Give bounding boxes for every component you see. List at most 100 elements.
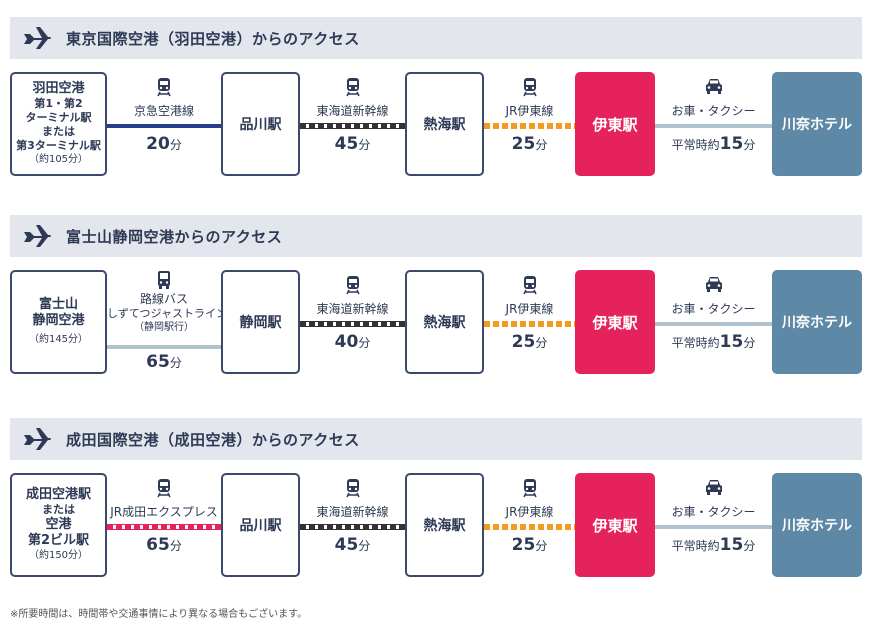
route-line bbox=[107, 345, 221, 349]
duration-value: 25 bbox=[511, 332, 536, 352]
segment-line-name: （静岡駅行） bbox=[134, 322, 194, 333]
origin-line: 富士山 bbox=[38, 297, 78, 312]
bus-icon bbox=[158, 271, 170, 289]
train-icon bbox=[522, 78, 537, 97]
car-icon bbox=[705, 79, 722, 94]
origin-line: 第2ビル駅 bbox=[27, 533, 90, 548]
duration-unit: 分 bbox=[743, 138, 756, 152]
duration-prefix: 平常時約 bbox=[671, 138, 720, 152]
train-icon bbox=[345, 276, 360, 295]
duration-value: 25 bbox=[511, 134, 536, 154]
section-header: 東京国際空港（羽田空港）からのアクセス bbox=[10, 17, 862, 59]
train-icon bbox=[522, 479, 537, 498]
segment-duration: 平常時約15分 bbox=[655, 134, 772, 154]
route-segment-shinkansen: 東海道新幹線 40分 bbox=[300, 270, 405, 374]
airplane-icon bbox=[24, 428, 51, 450]
route-segment-jr-ito: JR伊東線 25分 bbox=[484, 473, 575, 577]
route-segment-bus: 路線バス しずてつジャストライン （静岡駅行） 65分 bbox=[107, 270, 228, 374]
duration-unit: 分 bbox=[169, 539, 182, 553]
section-title: 富士山静岡空港からのアクセス bbox=[66, 228, 283, 246]
section-title: 東京国際空港（羽田空港）からのアクセス bbox=[66, 30, 360, 48]
duration-unit: 分 bbox=[743, 336, 756, 350]
route-segment-shinkansen: 東海道新幹線 45分 bbox=[300, 72, 405, 176]
duration-value: 65 bbox=[146, 352, 170, 372]
route-segment-taxi: お車・タクシー 平常時約15分 bbox=[655, 270, 772, 374]
segment-line-name: お車・タクシー bbox=[671, 104, 756, 118]
duration-unit: 分 bbox=[535, 138, 548, 152]
segment-line-name: 路線バス bbox=[139, 292, 188, 306]
ito-station-box: 伊東駅 bbox=[575, 270, 655, 374]
duration-prefix: 平常時約 bbox=[671, 336, 720, 350]
segment-line-name: JR成田エクスプレス bbox=[110, 505, 218, 519]
route-segment-keikyu: 京急空港線 20分 bbox=[107, 72, 221, 176]
segment-line-name: 東海道新幹線 bbox=[316, 104, 389, 118]
footnote: ※所要時間は、時間帯や交通事情により異なる場合もございます。 bbox=[10, 609, 308, 620]
duration-unit: 分 bbox=[169, 356, 182, 370]
route-segment-jr-ito: JR伊東線 25分 bbox=[484, 270, 575, 374]
route-line bbox=[107, 124, 221, 128]
route-line bbox=[655, 525, 772, 529]
station-box: 熱海駅 bbox=[405, 473, 484, 577]
duration-value: 65 bbox=[146, 535, 170, 555]
origin-line: または bbox=[42, 503, 75, 516]
hotel-box: 川奈ホテル bbox=[772, 270, 862, 374]
route-line bbox=[484, 123, 575, 129]
train-icon bbox=[157, 78, 171, 97]
duration-unit: 分 bbox=[358, 138, 371, 152]
route-line bbox=[300, 321, 405, 327]
duration-value: 20 bbox=[146, 134, 170, 154]
origin-total-time: （約105分） bbox=[28, 154, 89, 165]
station-box: 熱海駅 bbox=[405, 270, 484, 374]
route-line bbox=[655, 124, 772, 128]
segment-duration: 平常時約15分 bbox=[655, 535, 772, 555]
origin-line: 空港 bbox=[45, 517, 72, 532]
origin-line: 第1・第2 bbox=[34, 97, 83, 110]
hotel-box: 川奈ホテル bbox=[772, 72, 862, 176]
duration-unit: 分 bbox=[169, 138, 182, 152]
duration-prefix: 平常時約 bbox=[671, 539, 720, 553]
segment-line-name: JR伊東線 bbox=[505, 302, 554, 316]
origin-line: 第3ターミナル駅 bbox=[16, 139, 101, 152]
segment-line-name: JR伊東線 bbox=[505, 104, 554, 118]
origin-box: 羽田空港 第1・第2 ターミナル駅 または 第3ターミナル駅 （約105分） bbox=[10, 72, 107, 176]
segment-duration: 25分 bbox=[484, 535, 575, 555]
origin-box: 富士山 静岡空港 （約145分） bbox=[10, 270, 107, 374]
segment-line-name: お車・タクシー bbox=[671, 302, 756, 316]
segment-line-name: しずてつジャストライン bbox=[107, 307, 228, 320]
route-segment-jr-ito: JR伊東線 25分 bbox=[484, 72, 575, 176]
segment-line-name: JR伊東線 bbox=[505, 505, 554, 519]
origin-line: 成田空港駅 bbox=[25, 487, 91, 502]
segment-line-name: 東海道新幹線 bbox=[316, 302, 389, 316]
segment-duration: 65分 bbox=[107, 535, 221, 555]
route-line bbox=[107, 524, 221, 530]
segment-line-name: お車・タクシー bbox=[671, 505, 756, 519]
station-box: 品川駅 bbox=[221, 72, 300, 176]
duration-value: 45 bbox=[334, 134, 359, 154]
segment-duration: 25分 bbox=[484, 134, 575, 154]
duration-value: 15 bbox=[719, 535, 744, 555]
segment-duration: 45分 bbox=[300, 134, 405, 154]
section-header: 富士山静岡空港からのアクセス bbox=[10, 215, 862, 257]
shizuoka-access-section: 富士山静岡空港からのアクセス 富士山 静岡空港 （約145分） 路線バス しずて… bbox=[0, 215, 884, 415]
segment-duration: 20分 bbox=[107, 134, 221, 154]
station-box: 熱海駅 bbox=[405, 72, 484, 176]
route-segment-narita-express: JR成田エクスプレス 65分 bbox=[107, 473, 221, 577]
duration-value: 40 bbox=[334, 332, 359, 352]
duration-value: 45 bbox=[334, 535, 359, 555]
section-header: 成田国際空港（成田空港）からのアクセス bbox=[10, 418, 862, 460]
duration-unit: 分 bbox=[358, 539, 371, 553]
segment-line-name: 京急空港線 bbox=[133, 104, 194, 118]
duration-value: 15 bbox=[719, 332, 744, 352]
narita-access-section: 成田国際空港（成田空港）からのアクセス 成田空港駅 または 空港 第2ビル駅 （… bbox=[0, 418, 884, 618]
train-icon bbox=[157, 479, 171, 498]
duration-unit: 分 bbox=[535, 539, 548, 553]
car-icon bbox=[705, 480, 722, 495]
duration-unit: 分 bbox=[358, 336, 371, 350]
route-segment-taxi: お車・タクシー 平常時約15分 bbox=[655, 72, 772, 176]
origin-box: 成田空港駅 または 空港 第2ビル駅 （約150分） bbox=[10, 473, 107, 577]
airplane-icon bbox=[24, 225, 51, 247]
segment-duration: 平常時約15分 bbox=[655, 332, 772, 352]
segment-duration: 25分 bbox=[484, 332, 575, 352]
route-line bbox=[484, 321, 575, 327]
ito-station-box: 伊東駅 bbox=[575, 473, 655, 577]
